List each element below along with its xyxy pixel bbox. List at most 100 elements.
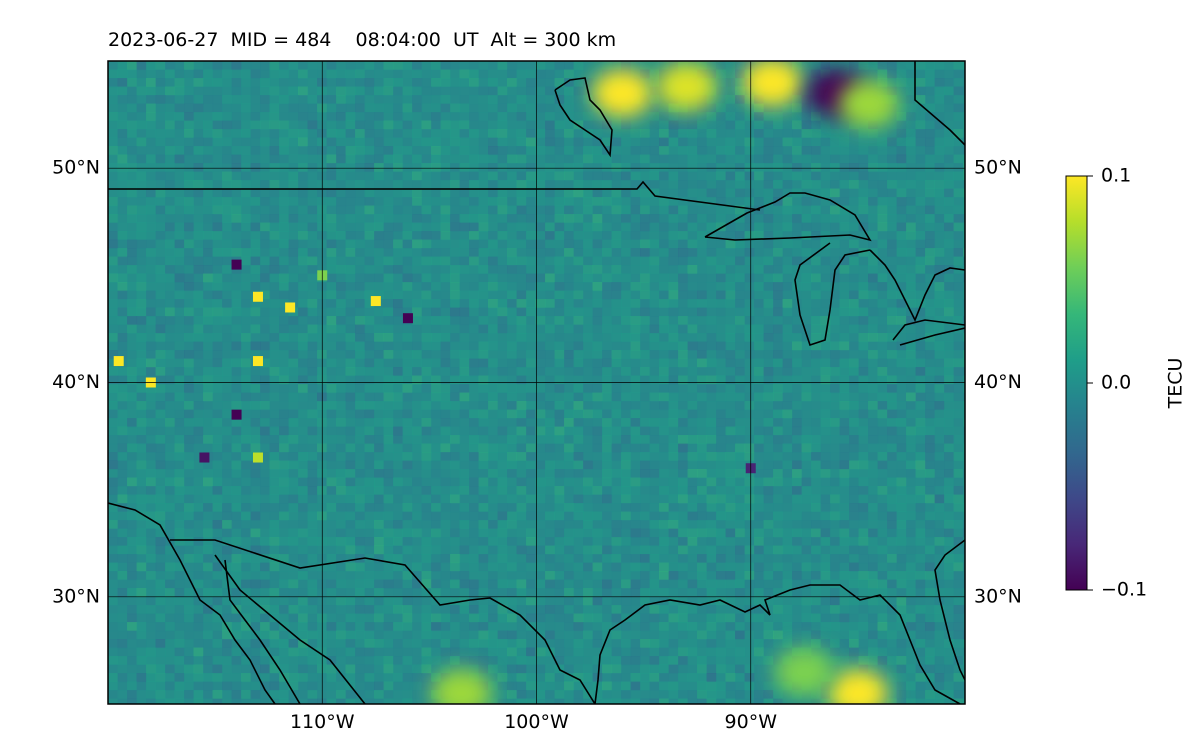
tec-cell xyxy=(649,239,660,249)
tec-cell xyxy=(583,188,594,198)
tec-cell xyxy=(478,231,489,241)
tec-cell xyxy=(450,197,461,207)
tec-cell xyxy=(440,333,451,343)
tec-cell xyxy=(583,222,594,232)
tec-cell xyxy=(288,61,299,71)
tec-cell xyxy=(260,384,271,394)
tec-cell xyxy=(526,511,537,521)
tec-cell xyxy=(469,511,480,521)
tec-cell xyxy=(896,299,907,309)
tec-cell xyxy=(640,265,651,275)
tec-cell xyxy=(260,273,271,283)
tec-cell xyxy=(697,401,708,411)
tec-cell xyxy=(706,256,717,266)
tec-cell xyxy=(573,222,584,232)
tec-cell xyxy=(925,401,936,411)
tec-cell xyxy=(782,154,793,164)
tec-cell xyxy=(849,299,860,309)
tec-cell xyxy=(725,265,736,275)
tec-cell xyxy=(431,418,442,428)
tec-cell xyxy=(326,503,337,513)
tec-cell xyxy=(459,460,470,470)
tec-cell xyxy=(497,86,508,96)
tec-cell xyxy=(868,129,879,139)
tec-cell xyxy=(963,61,965,71)
tec-cell xyxy=(773,273,784,283)
tec-cell xyxy=(402,197,413,207)
tec-cell xyxy=(621,469,632,479)
tec-cell xyxy=(336,477,347,487)
tec-cell xyxy=(526,341,537,351)
tec-cell xyxy=(668,316,679,326)
tec-cell xyxy=(564,477,575,487)
tec-cell xyxy=(402,503,413,513)
tec-cell xyxy=(697,316,708,326)
tec-cell xyxy=(811,324,822,334)
tec-cell xyxy=(640,503,651,513)
tec-cell xyxy=(155,469,166,479)
tec-cell xyxy=(725,333,736,343)
tec-cell xyxy=(459,239,470,249)
tec-cell xyxy=(326,418,337,428)
tec-cell xyxy=(573,409,584,419)
tec-cell xyxy=(431,477,442,487)
tec-cell xyxy=(279,78,290,88)
tec-cell xyxy=(545,188,556,198)
tec-cell xyxy=(858,256,869,266)
tec-cell xyxy=(345,307,356,317)
tec-cell xyxy=(507,120,518,130)
tec-cell xyxy=(478,333,489,343)
tec-cell xyxy=(592,197,603,207)
tec-cell xyxy=(431,299,442,309)
tec-cell xyxy=(345,154,356,164)
tec-cell xyxy=(858,307,869,317)
tec-cell xyxy=(554,520,565,530)
tec-cell xyxy=(535,316,546,326)
tec-cell xyxy=(174,307,185,317)
tec-cell xyxy=(374,239,385,249)
tec-cell xyxy=(326,265,337,275)
tec-cell xyxy=(393,239,404,249)
tec-cell xyxy=(136,256,147,266)
tec-cell xyxy=(706,375,717,385)
tec-cell xyxy=(630,367,641,377)
tec-cell xyxy=(136,307,147,317)
tec-cell xyxy=(193,86,204,96)
tec-cell xyxy=(792,477,803,487)
tec-cell xyxy=(222,367,233,377)
tec-cell xyxy=(915,137,926,147)
tec-cell xyxy=(887,137,898,147)
tec-cell xyxy=(526,231,537,241)
tec-cell xyxy=(469,265,480,275)
tec-cell xyxy=(355,324,366,334)
tec-cell xyxy=(820,188,831,198)
tec-cell xyxy=(117,375,128,385)
tec-cell xyxy=(127,137,138,147)
tec-cell xyxy=(459,273,470,283)
tec-cell xyxy=(231,248,242,258)
tec-cell xyxy=(108,367,119,377)
tec-cell xyxy=(307,341,318,351)
tec-cell xyxy=(241,222,252,232)
tec-cell xyxy=(165,248,176,258)
tec-cell xyxy=(621,477,632,487)
tec-cell xyxy=(820,469,831,479)
tec-cell xyxy=(241,180,252,190)
tec-cell xyxy=(136,333,147,343)
tec-cell xyxy=(383,231,394,241)
tec-cell xyxy=(345,137,356,147)
tec-cell xyxy=(231,418,242,428)
tec-cell xyxy=(174,86,185,96)
tec-cell xyxy=(355,86,366,96)
tec-cell xyxy=(868,469,879,479)
tec-cell xyxy=(858,69,869,79)
tec-cell xyxy=(279,409,290,419)
tec-cell xyxy=(488,418,499,428)
tec-cell xyxy=(830,197,841,207)
tec-cell xyxy=(526,477,537,487)
tec-cell xyxy=(421,256,432,266)
tec-cell xyxy=(165,146,176,156)
tec-cell xyxy=(241,248,252,258)
tec-cell xyxy=(516,392,527,402)
tec-cell xyxy=(412,188,423,198)
